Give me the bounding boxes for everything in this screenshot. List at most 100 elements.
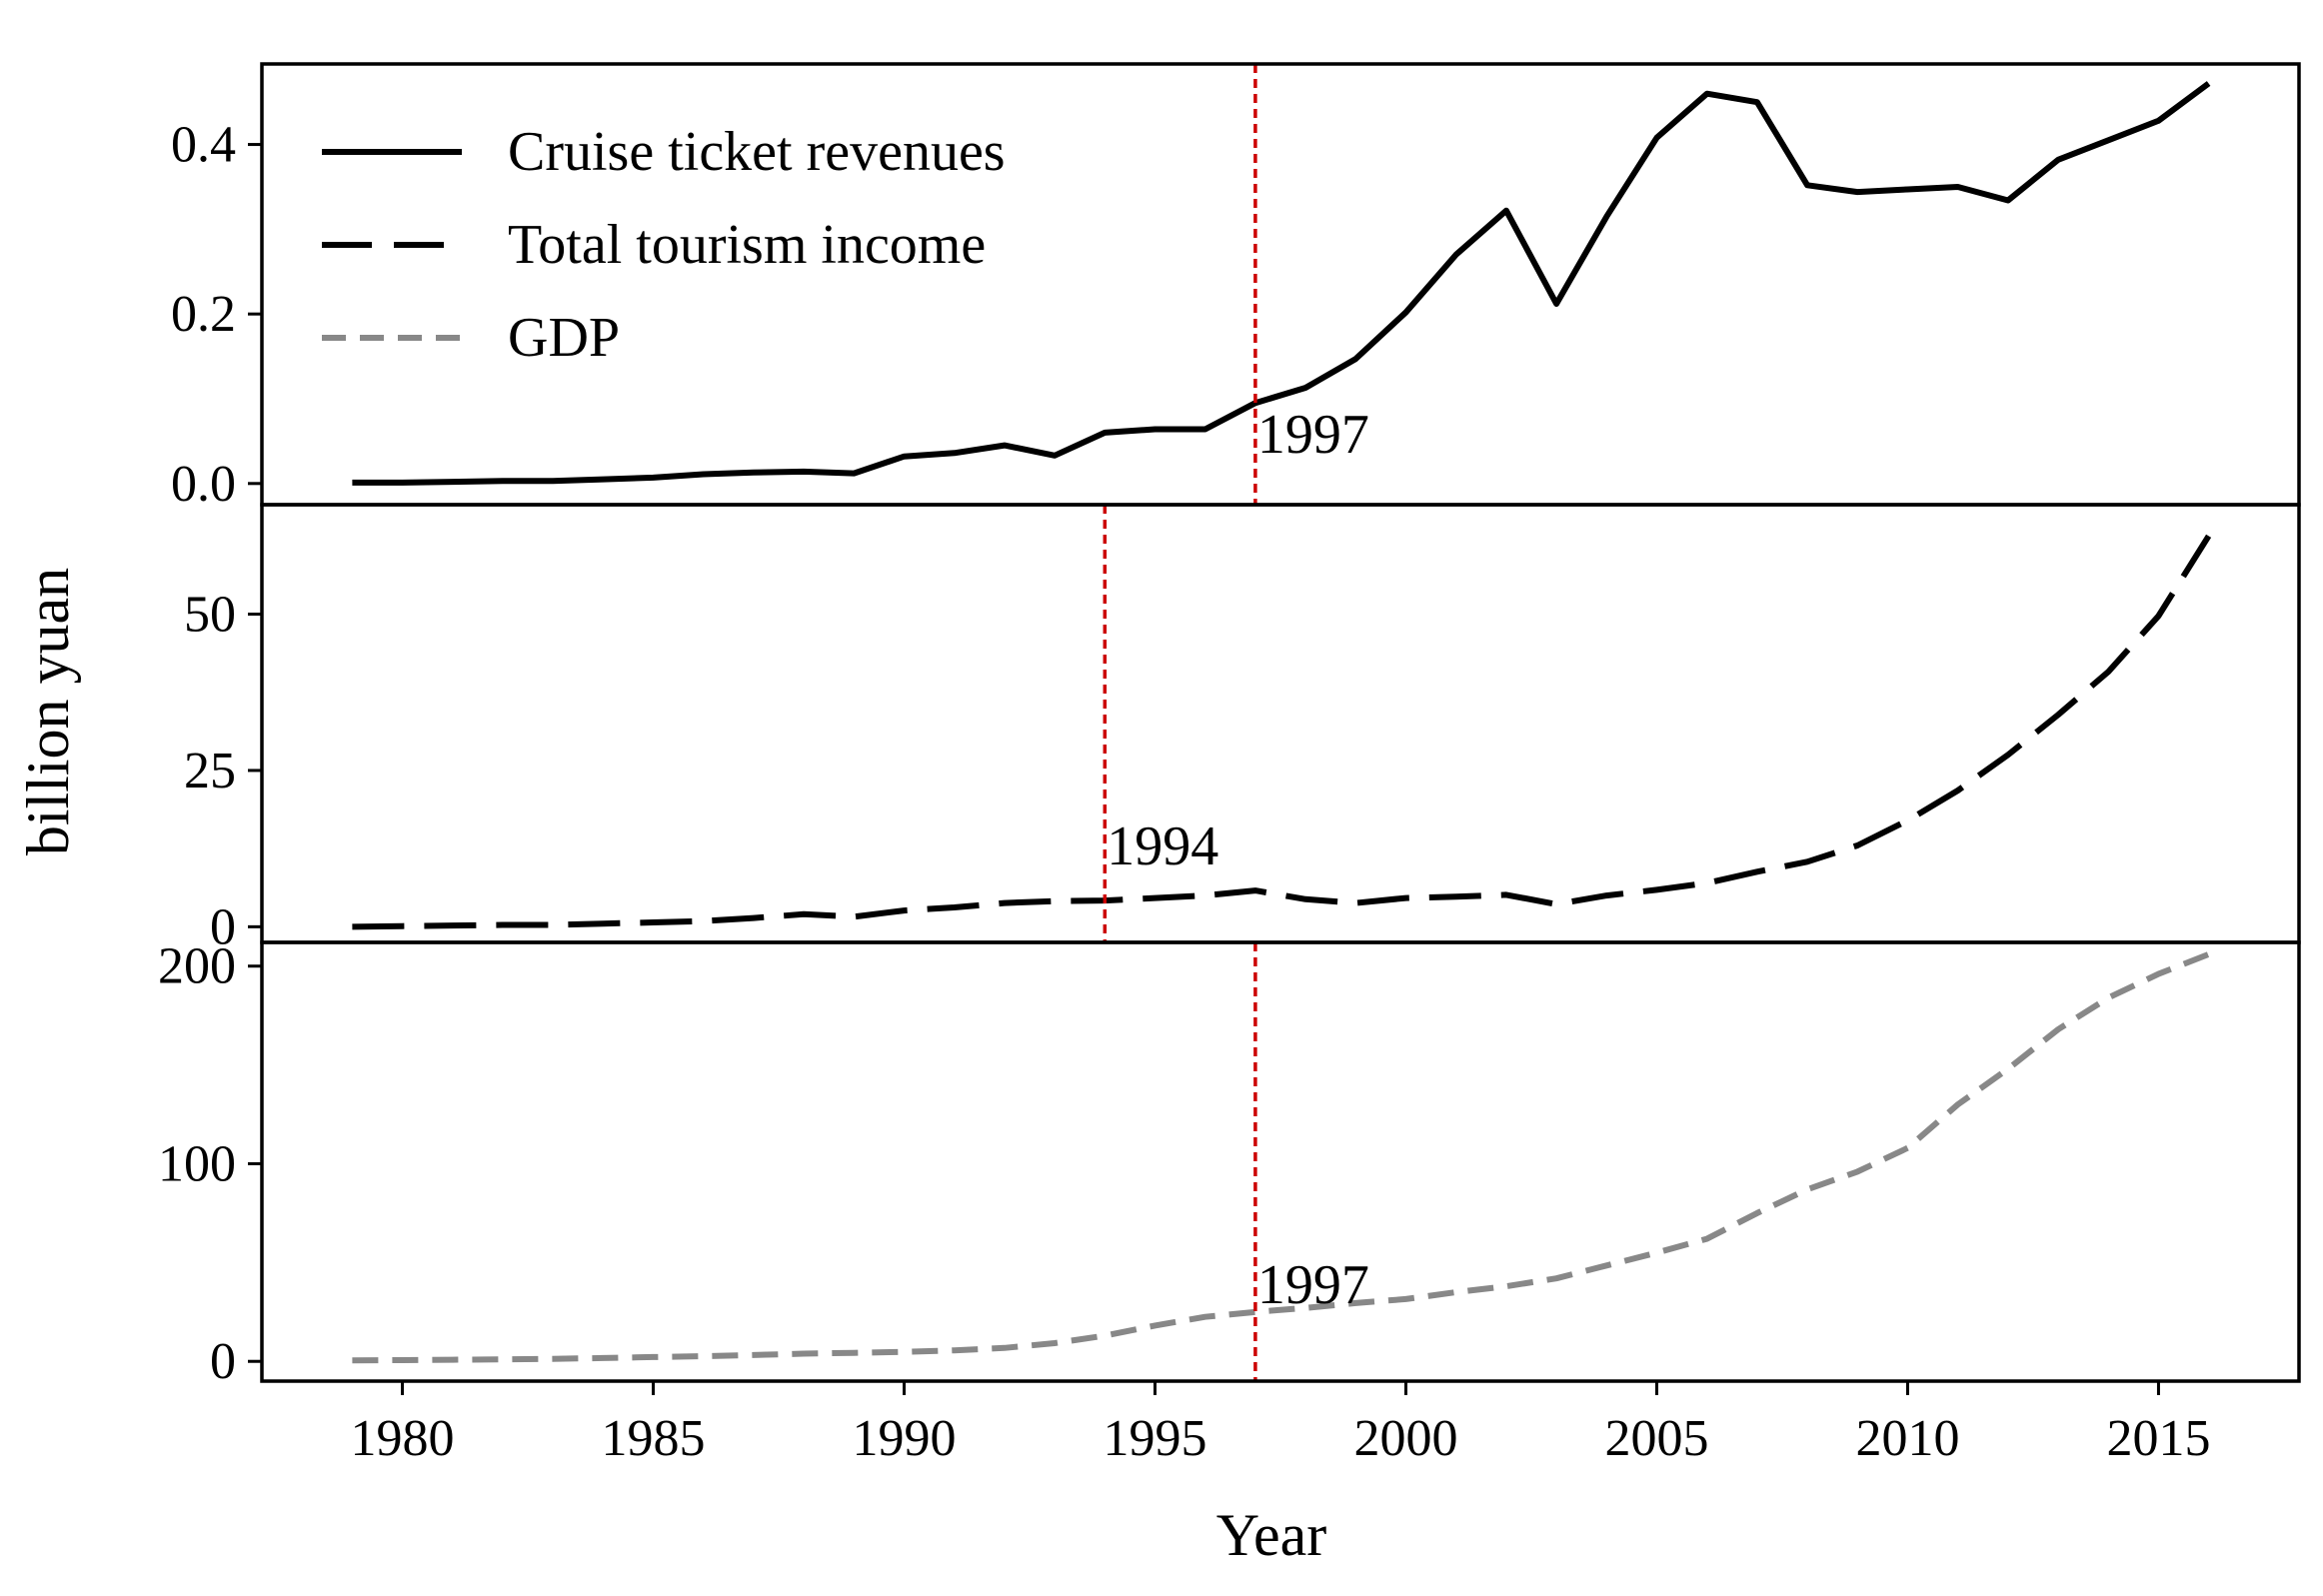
gdp-point	[2006, 1067, 2010, 1071]
tourism-point	[1855, 843, 1859, 847]
gdp-point	[501, 1357, 505, 1361]
gdp-point	[1805, 1187, 1809, 1191]
gdp-point	[1604, 1263, 1608, 1267]
cruise-point	[1003, 444, 1007, 448]
panel-cruise: 1997 0.0 0.2 0.4	[171, 64, 2211, 513]
gdp-y-tick-label: 0	[210, 1333, 236, 1390]
tourism-point	[401, 924, 405, 928]
cruise-point	[1855, 190, 1859, 194]
cruise-point	[350, 481, 354, 485]
gdp-point	[1554, 1276, 1558, 1280]
cruise-point	[2056, 158, 2060, 162]
legend-label-gdp: GDP	[508, 307, 620, 369]
x-tick-label: 2005	[1604, 1410, 1708, 1467]
tourism-point	[1353, 901, 1357, 905]
gdp-point	[350, 1358, 354, 1362]
tourism-point	[1053, 899, 1057, 903]
tourism-point	[1253, 888, 1257, 892]
gdp-point	[401, 1358, 405, 1362]
cruise-point	[852, 472, 856, 476]
gdp-point	[652, 1355, 656, 1359]
cruise-point	[1353, 357, 1357, 361]
cruise-point	[1103, 431, 1107, 435]
gdp-point	[1203, 1315, 1207, 1319]
gdp-point	[1855, 1169, 1859, 1173]
cruise-point	[1906, 188, 1910, 192]
cruise-point	[1655, 136, 1659, 140]
tourism-y-tick-label: 25	[184, 743, 236, 799]
x-axis-title: Year	[1216, 1502, 1327, 1568]
tourism-point	[1003, 901, 1007, 905]
cruise-point	[401, 481, 405, 485]
legend-layer: Cruise ticket revenues Total tourism inco…	[322, 121, 1006, 369]
cruise-point	[1203, 428, 1207, 432]
tourism-point	[1956, 789, 1960, 793]
legend-label-tourism: Total tourism income	[508, 214, 986, 276]
gdp-point	[2056, 1027, 2060, 1031]
gdp-point	[1103, 1334, 1107, 1338]
cruise-point	[1053, 454, 1057, 458]
cruise-y-tick-label: 0.4	[171, 117, 236, 174]
panels-layer: 1997 0.0 0.2 0.4 1994 0 25 50 1997 0 100 200	[158, 64, 2212, 1390]
cruise-point	[652, 476, 656, 480]
tourism-point	[451, 923, 455, 927]
gdp-y-tick-label: 200	[158, 938, 236, 995]
tourism-point	[1655, 887, 1659, 891]
legend-label-cruise: Cruise ticket revenues	[508, 121, 1006, 183]
gdp-point	[752, 1353, 756, 1357]
tourism-point	[2207, 534, 2211, 538]
gdp-series-line	[352, 951, 2210, 1364]
gdp-point	[852, 1351, 856, 1355]
gdp-point	[1154, 1323, 1158, 1327]
tourism-series-line	[352, 534, 2212, 930]
gdp-point	[1454, 1290, 1458, 1294]
x-tick-label: 2000	[1353, 1410, 1457, 1467]
tourism-y-tick-label: 0	[210, 898, 236, 955]
gdp-break-label: 1997	[1257, 1254, 1369, 1316]
tourism-point	[2156, 614, 2160, 618]
cruise-point	[2006, 199, 2010, 203]
tourism-point	[652, 920, 656, 924]
cruise-point	[2207, 82, 2211, 86]
cruise-break-label: 1997	[1257, 404, 1369, 466]
cruise-point	[1504, 209, 1508, 213]
gdp-point	[1655, 1251, 1659, 1255]
tourism-panel-frame	[260, 503, 2301, 944]
cruise-point	[2156, 119, 2160, 123]
tourism-point	[2056, 713, 2060, 717]
y-axis-title: billion yuan	[15, 568, 81, 855]
tourism-break-label: 1994	[1107, 815, 1218, 877]
tourism-point	[802, 912, 806, 916]
tourism-point	[1303, 897, 1307, 901]
cruise-series-line	[352, 81, 2211, 486]
cruise-point	[601, 478, 605, 482]
cruise-point	[1554, 302, 1558, 306]
tourism-point	[601, 921, 605, 925]
tourism-point	[1203, 893, 1207, 897]
gdp-point	[1956, 1102, 1960, 1106]
panel-gdp: 1997 0 100 200	[158, 938, 2211, 1390]
tourism-point	[1554, 902, 1558, 906]
gdp-point	[802, 1352, 806, 1356]
cruise-point	[1805, 183, 1809, 187]
gdp-point	[953, 1348, 957, 1352]
tourism-point	[1154, 896, 1158, 900]
gdp-point	[1906, 1146, 1910, 1150]
x-tick-label: 2010	[1855, 1410, 1959, 1467]
gdp-point	[2207, 952, 2211, 956]
gdp-point	[1003, 1346, 1007, 1350]
tourism-point	[2106, 670, 2110, 674]
tourism-point	[953, 905, 957, 909]
cruise-point	[451, 480, 455, 484]
tourism-y-tick-label: 50	[184, 587, 236, 644]
cruise-point	[903, 455, 907, 459]
cruise-point	[752, 471, 756, 475]
tourism-point	[350, 924, 354, 928]
cruise-point	[953, 451, 957, 455]
tourism-point	[2006, 753, 2010, 757]
gdp-point	[1755, 1211, 1759, 1215]
panel-tourism: 1994 0 25 50	[184, 505, 2212, 955]
cruise-point	[1755, 100, 1759, 104]
x-tick-label: 2015	[2106, 1410, 2210, 1467]
